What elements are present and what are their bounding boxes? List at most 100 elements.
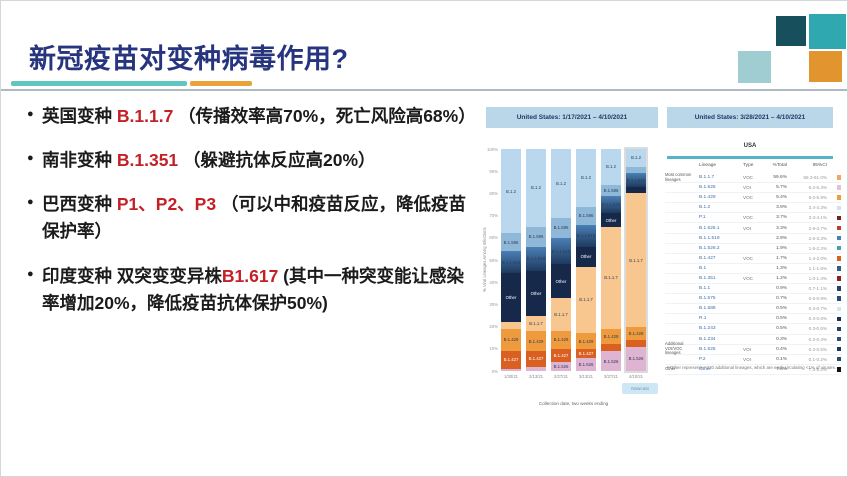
lineage-color-swatch [836, 175, 841, 180]
column-header-spacer [665, 163, 699, 168]
cell-total: 0.5% [776, 306, 787, 312]
bar-segment: Other [551, 264, 571, 298]
cell-total: 3.3% [776, 225, 787, 231]
table-column-headers: Lineage Type %Total 95%CI [665, 163, 841, 168]
lineage-color-swatch [836, 276, 841, 281]
cell-lineage: Other [699, 366, 711, 372]
cell-ci: 2.6-3.3% [808, 235, 827, 241]
lineage-color-swatch [836, 316, 841, 322]
cell-swatch [827, 276, 841, 281]
lineage-color-swatch [836, 205, 841, 211]
bar-segment [526, 366, 546, 371]
header-divider [1, 89, 847, 91]
stacked-bar: B.1.427 B.1.429 Other B.1.1.519 B.1.596 B.1.2 [501, 149, 521, 371]
cell-swatch [827, 195, 841, 200]
cell-ci: 58.3-61.0% [803, 175, 828, 181]
cell-swatch [827, 326, 841, 332]
lineage-color-swatch [836, 306, 841, 312]
bar-segment: B.1.1.7 [551, 297, 571, 332]
cell-type: VOC [743, 275, 753, 281]
cell-lineage: B.1.243 [699, 326, 716, 332]
table-row: P.2 VOI 0.1% 0.1-0.2% [665, 355, 841, 365]
y-tick-label: 40% [489, 279, 498, 285]
cell-total: 2.9% [776, 235, 787, 241]
bar-segment: Other [526, 271, 546, 316]
cell-lineage: B.1.429 [699, 195, 716, 201]
cell-lineage: B.1.1 [699, 286, 711, 292]
cell-ci: 0.3-0.6% [808, 326, 827, 332]
row-group-label: Additional VOI/VOC lineages [665, 341, 684, 356]
cell-total: 0.4% [776, 346, 787, 352]
y-tick-label: 100% [487, 146, 498, 152]
bar-segment: B.1.1.7 [526, 315, 546, 332]
cell-swatch [827, 346, 841, 352]
cell-lineage: R.1 [699, 316, 707, 322]
column-header-type: Type [743, 163, 754, 168]
bar-segment: B.1.2 [601, 149, 621, 185]
cell-ci: 2.9-3.7% [808, 225, 827, 231]
lineage-color-swatch [836, 286, 841, 291]
cell-total: 0.1% [776, 356, 787, 362]
column-header-ci: 95%CI [812, 163, 827, 168]
y-tick-label: 30% [489, 301, 498, 307]
bar-segment: B.1.1.519 [526, 246, 546, 272]
table-row: B.1.429 VOC 5.4% 5.0-5.9% [665, 193, 841, 204]
lineage-color-swatch [836, 256, 841, 261]
cell-ci: 0.5-0.9% [808, 296, 827, 302]
table-row: P.1 VOC 3.7% 3.3-4.1% [665, 213, 841, 224]
bar-segment: B.1.526 [601, 351, 621, 371]
variant-name-highlight: B.1.1.7 [116, 106, 174, 126]
table-row: B.1.2 3.9% 3.4-4.3% [665, 203, 841, 214]
cell-type: VOI [743, 346, 751, 352]
bar-segment: B.1.1.519 [576, 224, 596, 247]
cell-total: 0.3% [776, 336, 787, 342]
cell-swatch [827, 356, 841, 362]
lineage-color-swatch [836, 356, 841, 362]
cell-type: VOI [743, 185, 751, 191]
bullet-text: （可以中和疫苗反应，降低疫苗保护率） [42, 194, 466, 242]
table-row: B.1.351 VOC 1.2% 1.0-1.4% [665, 274, 841, 285]
variant-name-highlight: B1.617 [221, 265, 279, 286]
cell-lineage: B.1.525 [699, 346, 716, 352]
bar-segment [601, 344, 621, 352]
bar-segment: B.1.596 [526, 226, 546, 247]
lineage-color-swatch [836, 195, 841, 200]
bullet-text: 英国变种 [42, 106, 117, 126]
lineage-color-swatch [836, 185, 841, 190]
bullet-text: 南非变种 [42, 150, 117, 171]
stacked-bar: B.1.526 B.1.427 B.1.429 B.1.1.7 Other B.1.1.5… [551, 149, 571, 371]
cell-type: VOC [743, 195, 753, 201]
cell-ci: 1.4-2.0% [808, 255, 827, 261]
y-tick-label: 90% [489, 168, 498, 174]
cell-total: 0.7% [776, 296, 787, 302]
cell-total: 5.7% [776, 185, 787, 191]
deco-square-orange [809, 51, 842, 82]
table-row: B.1.588 0.5% 0.4-0.7% [665, 304, 841, 315]
bullet-text: 印度变种 双突变变异株 [42, 265, 222, 286]
cell-swatch [827, 316, 841, 322]
bullet-item: 巴西变种 P1、P2、P3 （可以中和疫苗反应，降低疫苗保护率） [27, 191, 477, 245]
cell-swatch [827, 256, 841, 261]
bar-segment [501, 368, 521, 371]
bar-segment [501, 322, 521, 329]
bar-segment: B.1.1.7 [626, 193, 646, 327]
cell-lineage: B.1 [699, 265, 707, 271]
cell-ci: 5.2-6.3% [808, 185, 827, 191]
variant-proportions-chart: United States: 1/17/2021 – 4/10/2021 % V… [481, 103, 665, 448]
bar-segment: B.1.526 [626, 346, 646, 371]
bar-segment: Other [601, 213, 621, 227]
bar-segment [626, 186, 646, 194]
bar-segment: B.1.427 [501, 351, 521, 369]
cell-total: 1.3% [776, 265, 787, 271]
bar-segment [626, 339, 646, 347]
cell-swatch [827, 205, 841, 211]
row-group-label: Most common lineages [665, 171, 692, 182]
cell-swatch [827, 286, 841, 291]
cell-lineage: B.1.2 [699, 205, 711, 211]
region-label: USA [743, 143, 757, 149]
x-tick-label: 3/13/21 [579, 374, 593, 379]
cell-type: VOC [743, 175, 753, 181]
table-row: B.1.1.519 2.9% 2.6-3.3% [665, 234, 841, 244]
bar-segment: B.1.1.7 [576, 266, 596, 334]
cell-swatch [827, 175, 841, 180]
